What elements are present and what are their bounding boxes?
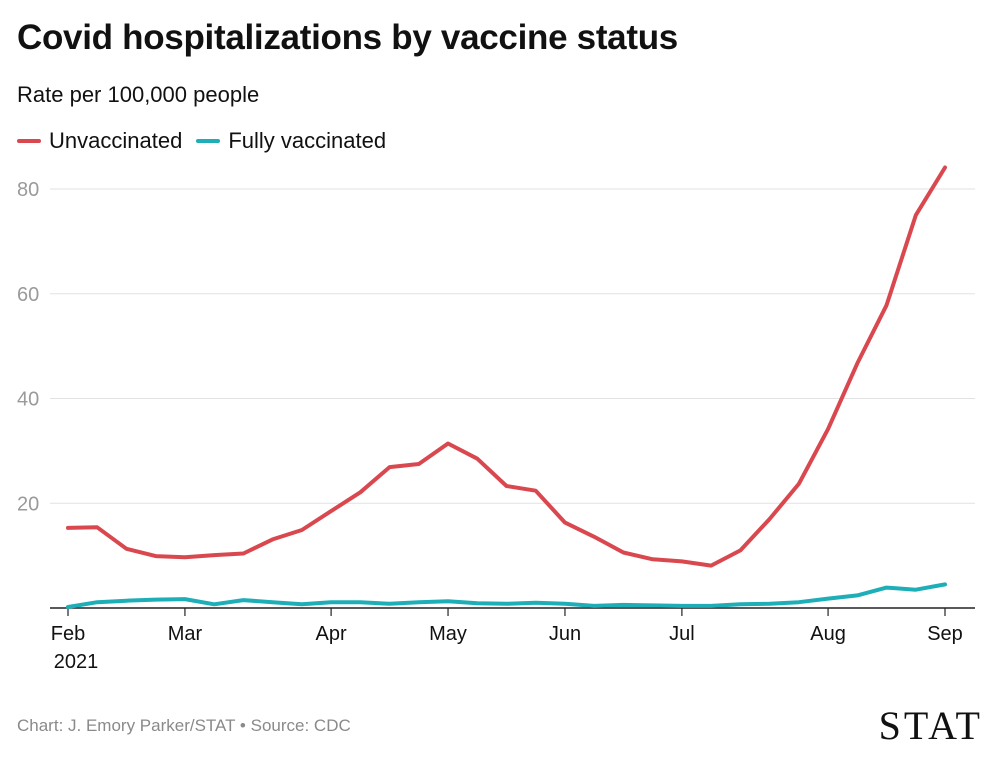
x-tick-label-apr: Apr xyxy=(316,623,347,645)
series-line-unvaccinated xyxy=(66,165,947,568)
legend-item-fully-vaccinated: Fully vaccinated xyxy=(196,128,386,154)
x-tick-label-sep: Sep xyxy=(927,623,963,645)
x-tick-label-jul: Jul xyxy=(669,623,695,645)
legend-swatch-unvaccinated xyxy=(17,139,41,143)
x-tick-label-feb: Feb xyxy=(51,623,85,645)
legend-label-fully-vaccinated: Fully vaccinated xyxy=(228,128,387,153)
legend-item-unvaccinated: Unvaccinated xyxy=(17,128,182,154)
x-tick-label-aug: Aug xyxy=(810,623,846,645)
chart-title: Covid hospitalizations by vaccine status xyxy=(17,18,678,57)
y-tick-label-80: 80 xyxy=(17,179,39,201)
series-line-fully-vaccinated xyxy=(66,582,947,609)
legend-swatch-fully-vaccinated xyxy=(196,139,221,143)
x-tick-label-jun: Jun xyxy=(549,623,581,645)
y-tick-label-20: 20 xyxy=(17,493,39,515)
stat-logo: STAT xyxy=(878,703,983,748)
chart-credit: Chart: J. Emory Parker/STAT • Source: CD… xyxy=(17,716,351,735)
y-tick-label-40: 40 xyxy=(17,389,39,411)
x-tick-sublabel-feb: 2021 xyxy=(54,651,99,673)
y-tick-label-60: 60 xyxy=(17,284,39,306)
line-chart: 20 40 60 80 Feb 2021 Mar Apr May Jun Jul Aug Sep xyxy=(17,165,975,673)
chart-subtitle: Rate per 100,000 people xyxy=(17,82,260,107)
chart-legend: Unvaccinated Fully vaccinated xyxy=(17,128,400,154)
legend-label-unvaccinated: Unvaccinated xyxy=(49,128,183,153)
x-tick-label-mar: Mar xyxy=(168,623,203,645)
x-tick-label-may: May xyxy=(429,623,467,645)
